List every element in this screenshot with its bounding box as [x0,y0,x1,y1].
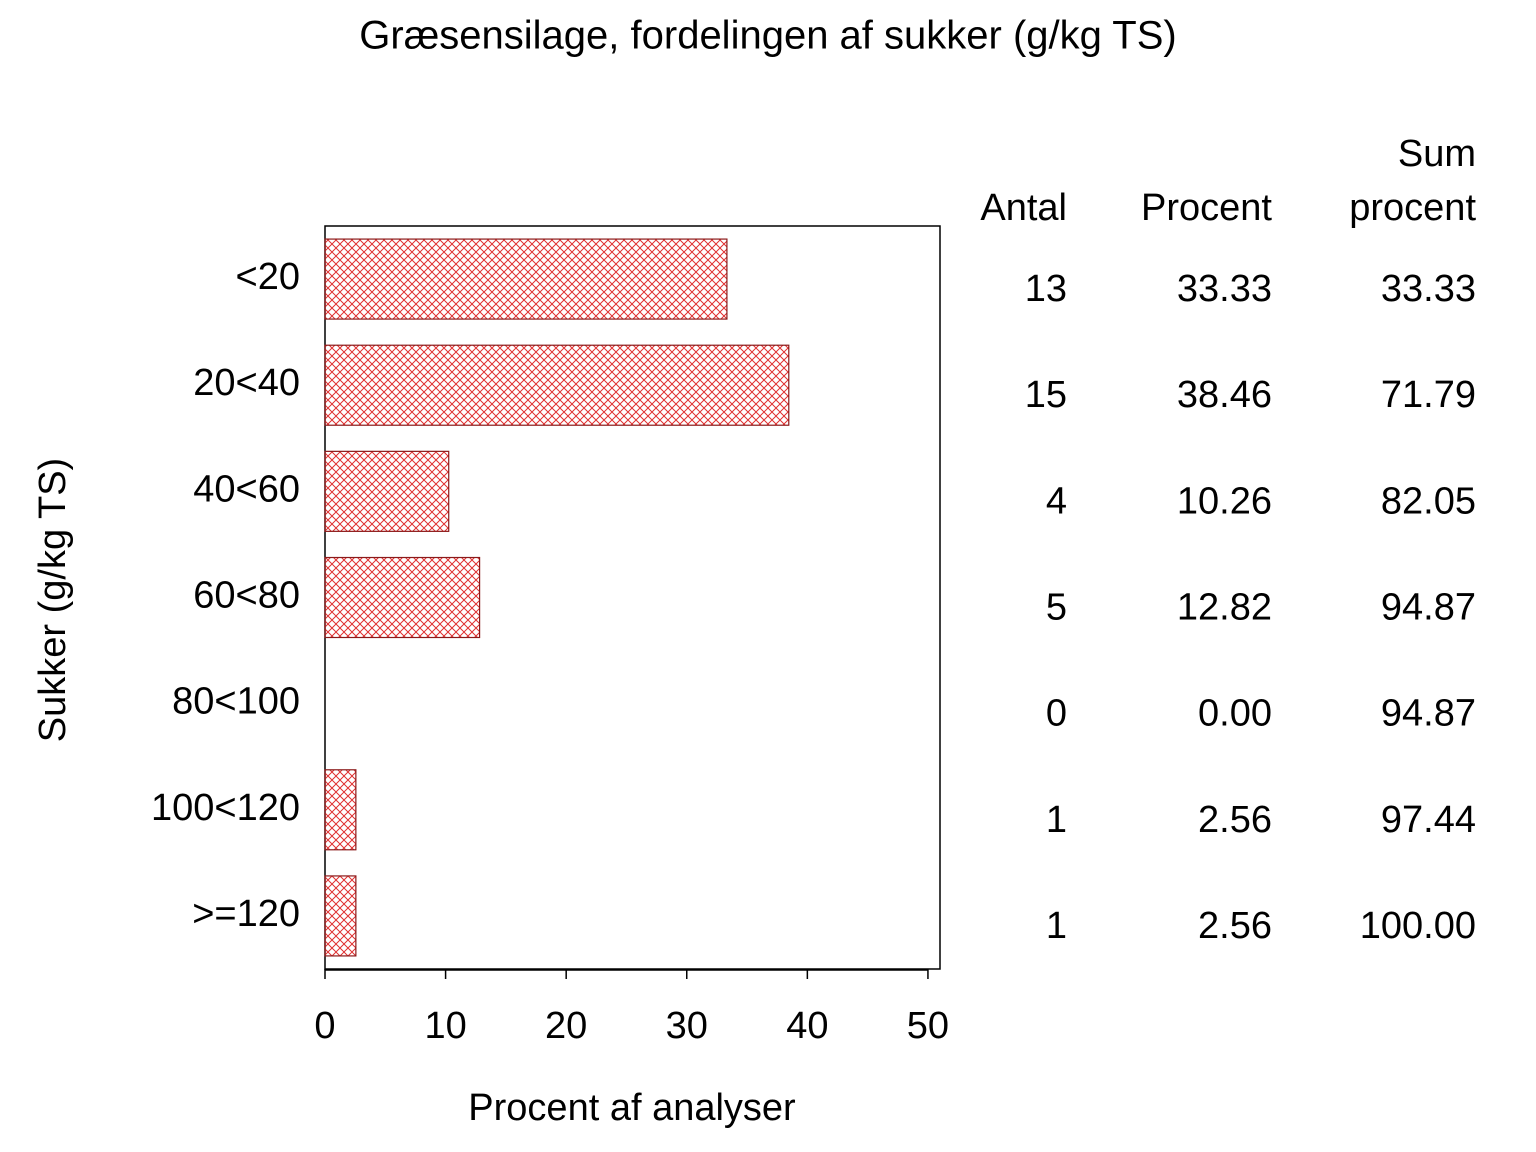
table-count: 13 [1025,268,1067,310]
table-percent: 38.46 [1177,374,1272,416]
table-percent: 2.56 [1198,799,1272,841]
table-cumulative: 82.05 [1381,480,1476,522]
table-cumulative: 94.87 [1381,693,1476,735]
chart-title: Græsensilage, fordelingen af sukker (g/k… [359,14,1176,58]
table-header: Antal [980,187,1067,229]
y-tick-label: <20 [236,256,300,298]
table-count: 4 [1046,480,1067,522]
x-tick-label: 30 [666,1005,708,1047]
table-cumulative: 100.00 [1360,905,1476,947]
table-header: Procent [1141,187,1272,229]
bar [324,875,357,957]
y-tick-label: 100<120 [151,787,300,829]
y-axis-label: Sukker (g/kg TS) [32,458,74,742]
bar [324,769,357,851]
y-tick-label: 80<100 [172,681,300,723]
table-count: 0 [1046,693,1067,735]
table-percent: 10.26 [1177,480,1272,522]
x-tick-label: 50 [907,1005,949,1047]
x-tick-label: 0 [314,1005,335,1047]
table-count: 1 [1046,905,1067,947]
table-percent: 12.82 [1177,587,1272,629]
x-tick-label: 10 [424,1005,466,1047]
table-cumulative: 33.33 [1381,268,1476,310]
table-percent: 0.00 [1198,693,1272,735]
table-count: 1 [1046,799,1067,841]
y-tick-label: 40<60 [193,468,300,510]
bar [324,450,450,532]
bar [324,556,481,639]
table-percent: 33.33 [1177,268,1272,310]
bar [324,344,790,426]
y-tick-label: 20<40 [193,362,300,404]
table-cumulative: 71.79 [1381,374,1476,416]
y-tick-label: >=120 [192,893,300,935]
x-tick-label: 20 [545,1005,587,1047]
table-count: 5 [1046,587,1067,629]
x-tick-label: 40 [786,1005,828,1047]
table-cumulative: 94.87 [1381,587,1476,629]
y-tick-label: 60<80 [193,575,300,617]
table-percent: 2.56 [1198,905,1272,947]
x-axis-label: Procent af analyser [468,1087,796,1129]
table-cumulative: 97.44 [1381,799,1476,841]
table-header: Sum [1398,133,1476,175]
bar [324,238,728,320]
table-count: 15 [1025,374,1067,416]
table-header: procent [1349,187,1476,229]
